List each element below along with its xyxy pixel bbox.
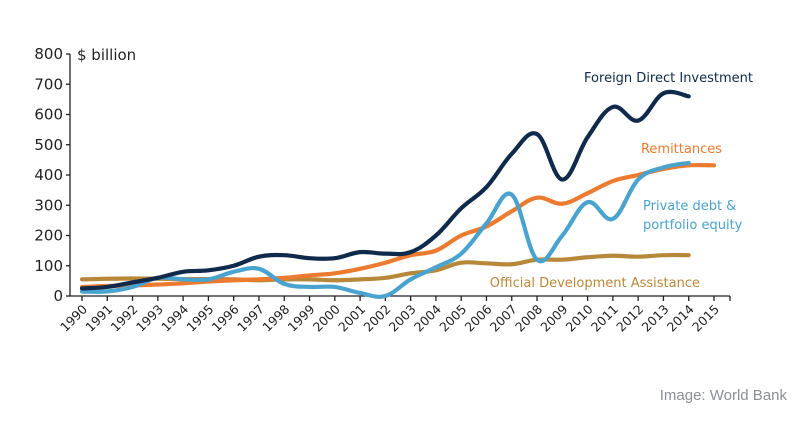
fdi-label: Foreign Direct Investment (584, 71, 753, 86)
private-debt-equity-line (79, 160, 691, 299)
x-tick-label: 2007 (487, 302, 520, 335)
remittances-line (79, 162, 717, 290)
x-tick-label: 2010 (563, 301, 596, 334)
x-tick-label: 1999 (285, 301, 318, 334)
y-tick-label: 600 (34, 106, 63, 124)
x-tick-label: 2000 (310, 301, 343, 334)
x-tick-label: 1994 (158, 301, 191, 334)
x-tick-label: 2001 (335, 302, 368, 335)
x-tick-label: 2005 (436, 302, 469, 335)
x-tick-label: 2008 (512, 301, 545, 334)
y-tick-label: 700 (34, 75, 63, 93)
y-tick-label: 400 (34, 166, 63, 184)
x-tick-label: 1995 (183, 302, 216, 335)
x-tick-label: 1993 (133, 302, 166, 335)
x-tick-label: 1996 (209, 301, 242, 334)
x-tick-label: 2002 (360, 302, 393, 335)
x-tick-label: 1991 (82, 302, 115, 335)
x-tick-label: 2006 (461, 301, 494, 334)
x-tick-label: 2015 (689, 302, 722, 335)
x-tick-label: 1992 (108, 302, 141, 335)
x-tick-label: 2012 (613, 302, 646, 335)
remittances-label: Remittances (641, 142, 722, 157)
oda-label: Official Development Assistance (490, 276, 700, 291)
x-tick-label: 2009 (537, 301, 570, 334)
private-debt-label-line2: portfolio equity (643, 218, 743, 233)
y-tick-label: 300 (34, 196, 63, 214)
series-labels: Foreign Direct Investment Remittances Priv… (490, 71, 753, 291)
x-tick-label: 1997 (234, 302, 267, 335)
image-credit: Image: World Bank (659, 387, 787, 404)
x-tick-label: 2013 (638, 302, 671, 335)
fdi-line (79, 89, 691, 291)
y-tick-label: 500 (34, 136, 63, 154)
x-tick-label: 2011 (588, 302, 621, 335)
x-tick-label: 1998 (259, 301, 292, 334)
y-tick-label: 200 (34, 227, 63, 245)
x-tick-label: 2014 (664, 301, 697, 334)
private-debt-label-line1: Private debt & (643, 199, 736, 214)
y-axis-unit-label: $ billion (77, 46, 136, 64)
x-tick-label: 2004 (411, 301, 444, 334)
x-tick-label: 2003 (386, 302, 419, 335)
y-tick-label: 800 (34, 45, 63, 63)
y-tick-label: 0 (53, 287, 63, 305)
y-tick-label: 100 (34, 257, 63, 275)
y-axis: 0 100 200 300 400 500 600 700 800 (34, 45, 71, 305)
x-axis: 1990199119921993199419951996199719981999… (57, 295, 731, 335)
series-lines (79, 89, 717, 299)
x-tick-label: 1990 (57, 301, 90, 334)
